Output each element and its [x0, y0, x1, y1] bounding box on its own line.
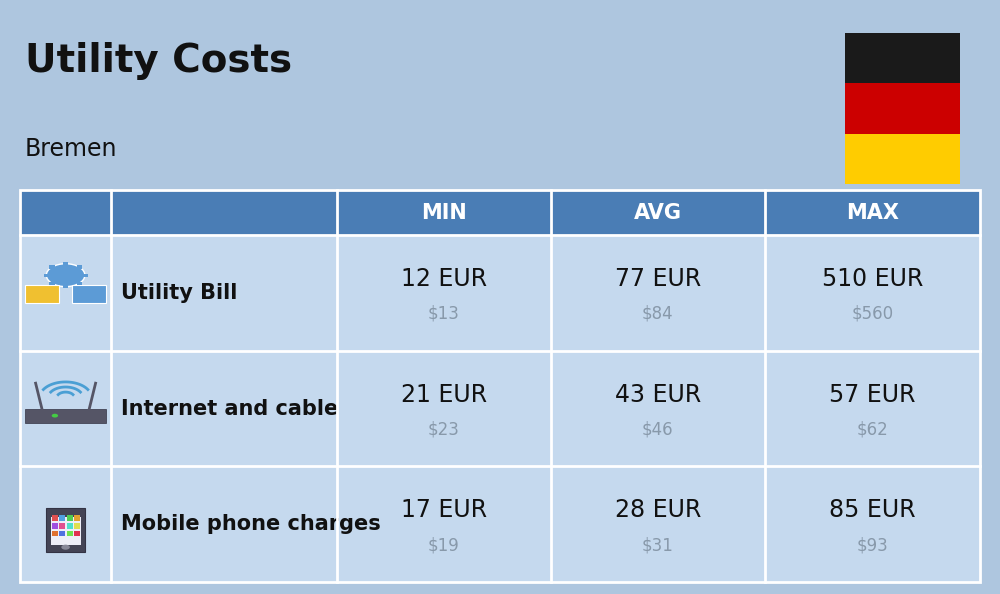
Text: 57 EUR: 57 EUR [829, 383, 916, 407]
Text: $31: $31 [642, 536, 674, 554]
Circle shape [61, 545, 70, 549]
Text: 510 EUR: 510 EUR [822, 267, 923, 291]
Text: $13: $13 [428, 305, 460, 323]
Bar [49, 282, 55, 285]
Bar [63, 262, 68, 266]
Bar [49, 266, 55, 268]
Text: Utility Costs: Utility Costs [25, 42, 292, 80]
Bar [59, 523, 65, 529]
Bar [77, 266, 82, 268]
Circle shape [52, 414, 58, 418]
Bar [74, 516, 80, 521]
Text: $46: $46 [642, 421, 674, 438]
Text: Internet and cable: Internet and cable [121, 399, 338, 419]
Text: Utility Bill: Utility Bill [121, 283, 238, 303]
Bar [59, 516, 65, 521]
Text: MAX: MAX [846, 203, 899, 223]
Bar [25, 285, 59, 302]
Bar [82, 274, 88, 277]
Text: $93: $93 [857, 536, 888, 554]
Bar [44, 274, 49, 277]
Text: 12 EUR: 12 EUR [401, 267, 487, 291]
Bar [74, 523, 80, 529]
Text: 21 EUR: 21 EUR [401, 383, 487, 407]
Text: Bremen: Bremen [25, 137, 118, 160]
Text: $23: $23 [428, 421, 460, 438]
Bar [845, 134, 960, 184]
Bar [52, 530, 58, 536]
Text: 28 EUR: 28 EUR [615, 498, 701, 522]
Bar [20, 190, 980, 582]
Bar [67, 530, 73, 536]
Text: Mobile phone charges: Mobile phone charges [121, 514, 381, 534]
Bar [20, 466, 980, 582]
Bar [52, 523, 58, 529]
Text: AVG: AVG [634, 203, 682, 223]
Bar [63, 285, 68, 288]
Bar [20, 351, 980, 466]
Text: $62: $62 [857, 421, 888, 438]
Bar [77, 282, 82, 285]
Bar [51, 517, 81, 545]
Text: $19: $19 [428, 536, 460, 554]
Text: 77 EUR: 77 EUR [615, 267, 701, 291]
Text: $560: $560 [851, 305, 894, 323]
Text: $84: $84 [642, 305, 674, 323]
Bar [20, 190, 980, 235]
Bar [46, 508, 85, 552]
Bar [20, 235, 980, 351]
Bar [74, 530, 80, 536]
Bar [67, 523, 73, 529]
Text: 17 EUR: 17 EUR [401, 498, 487, 522]
Text: 43 EUR: 43 EUR [615, 383, 701, 407]
Circle shape [46, 264, 85, 287]
Bar [72, 285, 106, 302]
Bar [845, 33, 960, 83]
Text: MIN: MIN [421, 203, 467, 223]
Bar [845, 83, 960, 134]
Bar [52, 516, 58, 521]
Text: 85 EUR: 85 EUR [829, 498, 916, 522]
Bar [59, 530, 65, 536]
Bar [67, 516, 73, 521]
Bar [25, 409, 106, 423]
